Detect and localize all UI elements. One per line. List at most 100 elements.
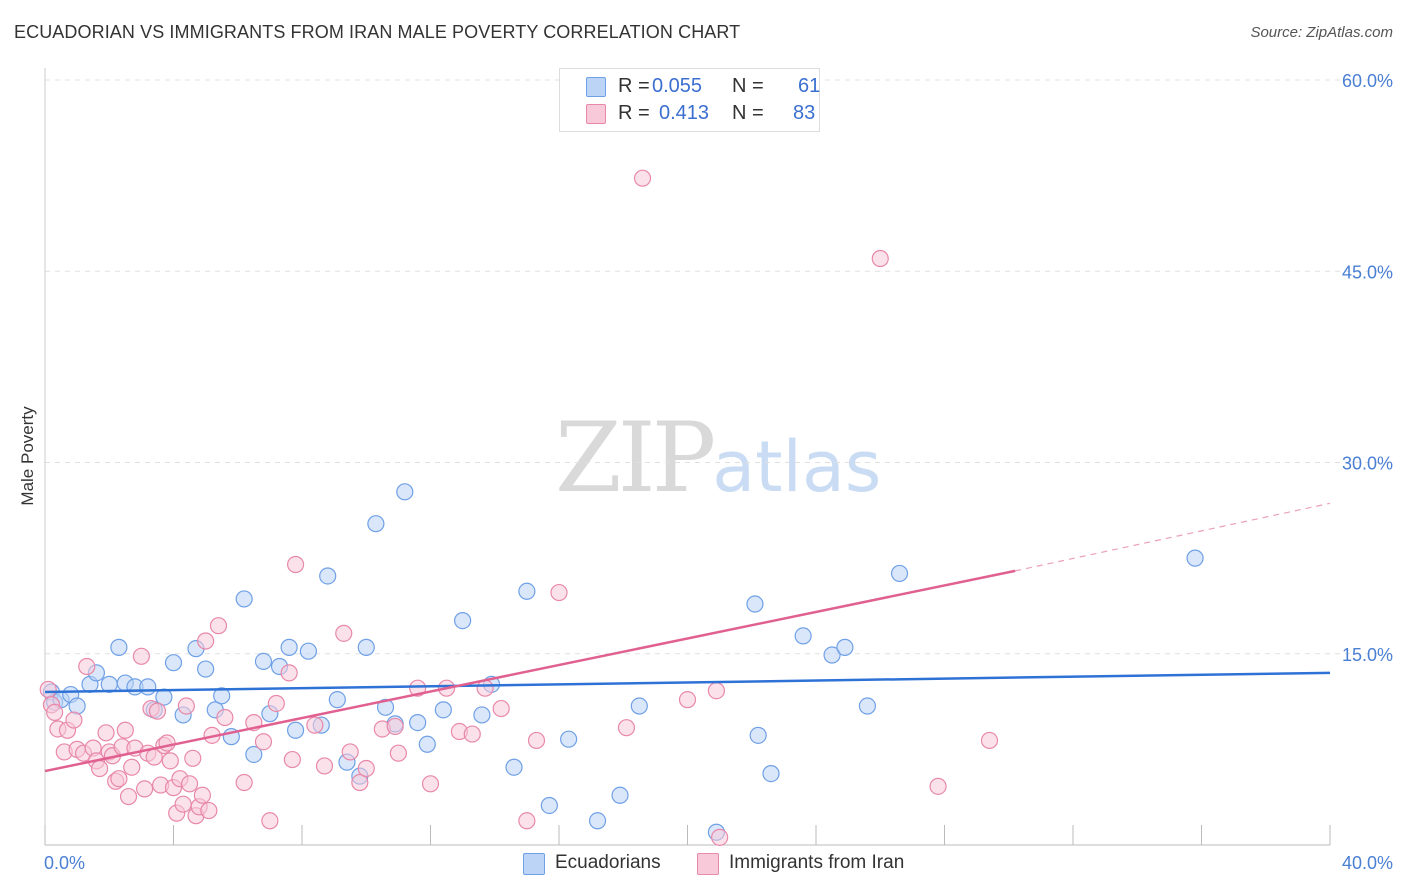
point-ecuadorians (164, 654, 183, 672)
trend-extension-iran (1015, 502, 1331, 572)
point-ecuadorians (139, 678, 157, 696)
point-iran (216, 708, 234, 727)
point-iran (158, 734, 176, 752)
source-note: Source: ZipAtlas.com (1250, 24, 1393, 41)
y-tick-label: 30.0% (1342, 454, 1393, 474)
correlation-legend: R = 0.055 N = 61 R = 0.413 N = 83 (559, 68, 820, 132)
point-ecuadorians (505, 758, 523, 776)
point-iran (180, 775, 199, 793)
y-axis-label: Male Poverty (18, 406, 37, 506)
point-iran (200, 801, 218, 820)
point-ecuadorians (68, 697, 86, 715)
point-iran (235, 773, 253, 792)
trend-line-iran (44, 569, 1016, 773)
point-iran (174, 795, 192, 813)
point-iran (315, 757, 334, 775)
point-iran (46, 703, 64, 722)
point-iran (550, 583, 568, 602)
point-iran (116, 721, 134, 739)
point-iran (980, 731, 999, 750)
x-tick-label: 0.0% (44, 853, 85, 873)
trend-line-ecuadorians (44, 671, 1331, 694)
point-iran (386, 717, 404, 736)
bottom-swatch-ecuadorians (523, 853, 545, 875)
point-iran (335, 624, 353, 642)
point-ecuadorians (560, 730, 578, 748)
point-iran (283, 750, 301, 769)
point-ecuadorians (794, 627, 812, 645)
point-ecuadorians (890, 564, 909, 583)
point-ecuadorians (588, 812, 607, 830)
point-ecuadorians (357, 638, 375, 656)
y-tick-label: 45.0% (1342, 262, 1393, 282)
point-ecuadorians (611, 786, 629, 804)
bottom-swatch-iran (697, 853, 719, 875)
point-ecuadorians (110, 638, 128, 656)
point-iran (341, 743, 359, 761)
point-ecuadorians (473, 706, 491, 724)
legend-r-label: R = (618, 75, 650, 97)
point-iran (91, 759, 109, 778)
point-ecuadorians (213, 687, 231, 705)
point-ecuadorians (376, 698, 395, 716)
point-ecuadorians (746, 595, 764, 613)
point-ecuadorians (1186, 549, 1204, 567)
legend-swatch-iran (586, 104, 606, 124)
point-iran (65, 711, 83, 729)
point-iran (123, 758, 141, 776)
point-ecuadorians (280, 638, 298, 656)
point-iran (463, 725, 481, 743)
legend-n-label: N = (732, 75, 764, 97)
point-ecuadorians (434, 701, 452, 719)
point-ecuadorians (749, 726, 767, 744)
point-iran (39, 680, 57, 699)
point-iran (110, 770, 128, 788)
point-ecuadorians (418, 735, 436, 753)
point-ecuadorians (245, 745, 263, 764)
point-ecuadorians (235, 590, 253, 608)
point-ecuadorians (518, 582, 536, 600)
point-iran (78, 657, 96, 676)
point-iran (711, 828, 729, 846)
point-iran (871, 249, 889, 268)
point-ecuadorians (328, 691, 346, 709)
legend-r-value: 0.413 (659, 102, 710, 124)
point-ecuadorians (858, 697, 877, 715)
point-iran (492, 699, 510, 718)
point-iran (357, 759, 375, 778)
bottom-legend-label: Ecuadorians (555, 852, 661, 873)
point-iran (97, 724, 115, 742)
point-iran (132, 647, 150, 665)
legend-r-value: 0.055 (652, 75, 703, 97)
point-ecuadorians (299, 642, 318, 660)
point-iran (184, 749, 202, 767)
point-ecuadorians (454, 611, 472, 630)
point-iran (135, 780, 154, 798)
legend-swatch-ecuadorians (586, 77, 606, 97)
point-ecuadorians (630, 697, 648, 715)
point-ecuadorians (409, 713, 427, 732)
point-ecuadorians (254, 652, 273, 671)
point-iran (389, 744, 407, 762)
point-iran (527, 731, 546, 750)
axes (44, 68, 1331, 846)
x-tick-label: 40.0% (1342, 853, 1393, 873)
point-iran (617, 719, 636, 737)
point-ecuadorians (367, 515, 385, 533)
legend-n-value: 61 (798, 75, 821, 97)
point-iran (261, 812, 279, 830)
y-tick-label: 15.0% (1342, 645, 1393, 665)
point-iran (177, 697, 195, 715)
legend-n-value: 83 (793, 102, 816, 124)
y-tick-label: 60.0% (1342, 71, 1393, 91)
point-iran (254, 733, 273, 751)
tick-labels: 15.0% 30.0% 45.0% 60.0% 0.0% 40.0% Male Povert… (18, 71, 1393, 873)
point-iran (161, 752, 179, 770)
legend-r-label: R = (618, 102, 650, 124)
point-iran (148, 702, 167, 720)
grid-lines (45, 79, 1395, 655)
point-iran (267, 694, 285, 713)
point-ecuadorians (197, 660, 215, 678)
point-iran (119, 787, 138, 806)
